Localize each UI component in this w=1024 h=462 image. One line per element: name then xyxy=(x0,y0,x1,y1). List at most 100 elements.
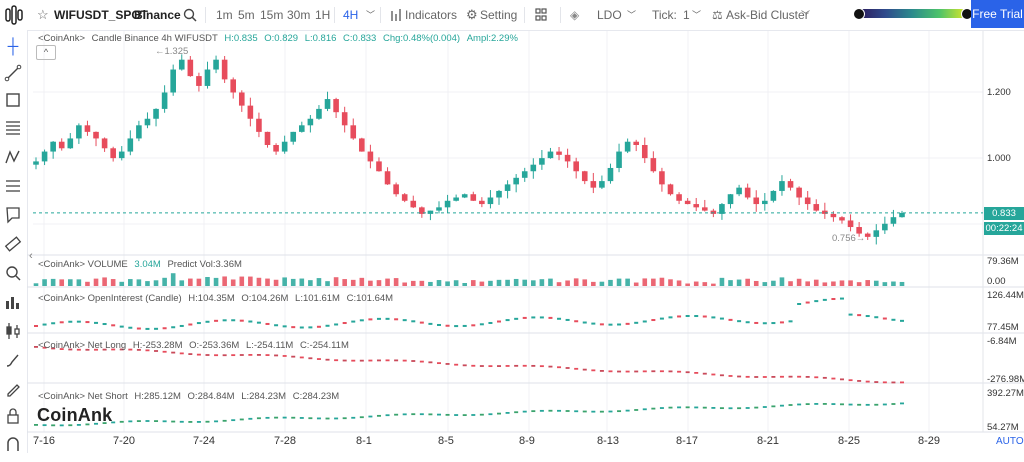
collapse-panel-arrow-icon[interactable]: ‹ xyxy=(29,250,33,262)
tick-dropdown-chevron-icon[interactable]: ﹀ xyxy=(692,10,702,20)
trendline-icon[interactable] xyxy=(2,62,24,84)
gradient-handle-left[interactable] xyxy=(853,8,865,20)
zoom-icon[interactable] xyxy=(2,262,24,284)
net-short-mark xyxy=(351,416,356,419)
net-long-mark xyxy=(857,380,862,382)
volume-bar xyxy=(342,279,347,286)
volume-bar xyxy=(265,278,270,286)
volume-bar xyxy=(419,280,425,286)
oi-tick: 126.44M xyxy=(987,290,1024,301)
net-short-mark xyxy=(419,413,424,416)
layout-grid-icon[interactable] xyxy=(535,0,547,30)
coin-dropdown-chevron-icon[interactable]: ﹀ xyxy=(627,10,637,20)
gear-icon[interactable]: ⚙ xyxy=(466,7,478,22)
net-long-mark xyxy=(394,359,399,362)
candle-body xyxy=(393,184,399,195)
tick-value[interactable]: 1 xyxy=(683,8,690,22)
interval-1m[interactable]: 1m xyxy=(216,8,233,22)
search-icon[interactable] xyxy=(183,0,197,30)
open-interest-mark xyxy=(617,323,622,326)
cluster-dropdown-chevron-icon[interactable]: ﹀ xyxy=(801,10,811,20)
lock-icon[interactable] xyxy=(2,405,24,427)
net-long-mark xyxy=(634,370,639,373)
auto-scale-button[interactable]: AUTO xyxy=(996,436,1024,447)
candle-type-icon[interactable] xyxy=(2,320,24,342)
free-trial-button[interactable]: Free Trial xyxy=(971,0,1024,28)
net-short-mark xyxy=(76,424,81,426)
net-long-mark xyxy=(479,365,484,367)
net-short-mark xyxy=(188,421,193,423)
net-short-mark xyxy=(497,412,502,415)
indicators-button[interactable]: Indicators xyxy=(405,8,458,22)
net-short-mark xyxy=(94,422,99,425)
volume-bar xyxy=(668,279,673,286)
symbol-name[interactable]: WIFUSDT_SPOT xyxy=(54,8,149,22)
interval-4h[interactable]: 4H xyxy=(343,8,359,22)
eye-icon[interactable]: ◈ xyxy=(570,8,580,22)
open-interest-mark xyxy=(900,319,904,322)
net-long-mark xyxy=(659,370,664,373)
open-interest-mark xyxy=(454,325,459,328)
open-interest-mark xyxy=(76,320,81,323)
candle-body xyxy=(101,138,108,149)
ruler-icon[interactable] xyxy=(2,233,24,255)
net-short-mark xyxy=(154,420,159,422)
volume-bar xyxy=(582,279,588,286)
projection-icon[interactable] xyxy=(2,175,24,197)
candle-body xyxy=(659,171,665,185)
collapse-legend-button[interactable]: ^ xyxy=(36,45,56,60)
cluster-selector[interactable]: Ask-Bid Cluster xyxy=(726,8,809,22)
volume-bar xyxy=(625,278,630,286)
volume-bar xyxy=(616,278,622,286)
magnet-icon[interactable] xyxy=(2,433,24,455)
coin-selector[interactable]: LDO xyxy=(597,8,622,22)
pencil-ruler-icon[interactable] xyxy=(2,377,24,399)
volume-bar xyxy=(608,279,613,286)
volume-bar xyxy=(230,279,236,286)
interval-15m[interactable]: 15m xyxy=(260,8,284,22)
pattern-icon[interactable] xyxy=(2,146,24,168)
net-long-mark xyxy=(239,354,244,356)
open-interest-mark xyxy=(299,326,304,329)
net-long-mark xyxy=(59,348,64,350)
net-short-mark xyxy=(865,403,870,406)
open-interest-mark xyxy=(582,321,587,324)
crosshair-icon[interactable]: ┼ xyxy=(7,38,19,55)
rectangle-icon[interactable] xyxy=(2,89,24,111)
net-short-mark xyxy=(51,424,56,427)
net-short-mark xyxy=(711,407,716,409)
logo-icon[interactable] xyxy=(4,0,24,30)
open-interest-mark xyxy=(659,317,664,320)
volume-bar xyxy=(188,278,193,286)
bar-chart-icon[interactable] xyxy=(2,291,24,313)
fibonacci-icon[interactable] xyxy=(2,117,24,139)
interval-30m[interactable]: 30m xyxy=(287,8,311,22)
net-long-mark xyxy=(805,375,810,378)
net-long-mark xyxy=(694,371,699,374)
interval-dropdown-chevron-icon[interactable]: ﹀ xyxy=(366,10,376,20)
brush-icon[interactable] xyxy=(2,349,24,371)
low-marker: 0.756→ xyxy=(832,233,866,244)
candle-body xyxy=(667,184,674,195)
candle-body xyxy=(573,161,579,172)
open-interest-mark xyxy=(248,320,253,323)
note-icon[interactable] xyxy=(2,204,24,226)
net-short-mark xyxy=(394,413,399,416)
net-short-mark xyxy=(745,407,750,409)
exchange-name[interactable]: Binance xyxy=(134,8,181,22)
heatmap-gradient-slider[interactable] xyxy=(858,9,966,18)
open-interest-mark xyxy=(822,298,827,301)
volume-bar xyxy=(831,281,836,286)
setting-button[interactable]: Setting xyxy=(480,8,518,22)
volume-bar xyxy=(453,280,459,286)
net-long-mark xyxy=(788,375,793,378)
indicators-icon[interactable] xyxy=(390,0,403,30)
volume-bar xyxy=(85,281,90,286)
netlong-tick: -276.98M xyxy=(987,374,1024,385)
interval-5m[interactable]: 5m xyxy=(238,8,255,22)
open-interest-mark xyxy=(239,319,244,322)
volume-bar xyxy=(42,279,47,286)
interval-1h[interactable]: 1H xyxy=(315,8,331,22)
favorite-star-icon[interactable]: ☆ xyxy=(37,7,49,22)
